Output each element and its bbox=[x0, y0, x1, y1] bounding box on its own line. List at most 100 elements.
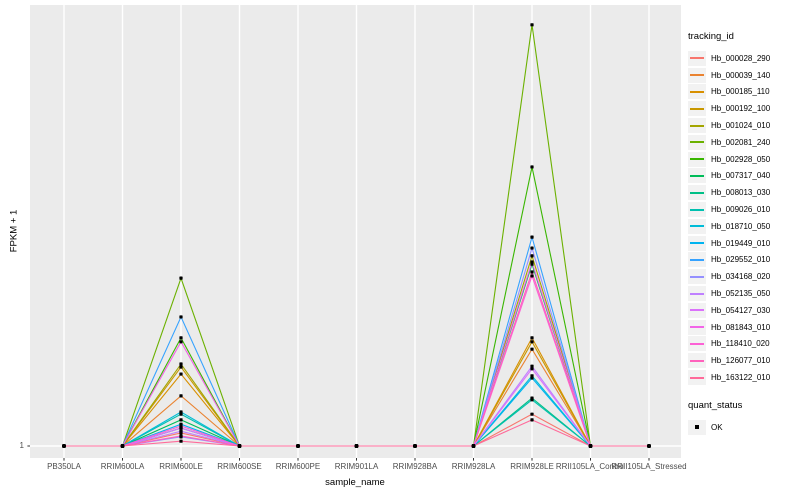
legend-item: Hb_001024_010 bbox=[688, 117, 800, 134]
legend-item: Hb_019449_010 bbox=[688, 235, 800, 252]
legend-key bbox=[688, 235, 706, 251]
legend-item-label: Hb_000185_110 bbox=[711, 87, 770, 97]
legend-swatch-line bbox=[690, 309, 704, 312]
data-point bbox=[530, 270, 534, 274]
data-point bbox=[354, 444, 359, 448]
plot-panel bbox=[30, 5, 681, 458]
legend-swatch-line bbox=[690, 141, 704, 144]
data-point bbox=[530, 418, 534, 422]
data-point bbox=[530, 246, 534, 250]
quant-legend-item-label: OK bbox=[711, 422, 723, 432]
legend-key bbox=[688, 50, 706, 66]
legend-swatch-line bbox=[690, 191, 704, 194]
data-point bbox=[530, 274, 534, 278]
legend-swatch-line bbox=[690, 275, 704, 278]
data-point bbox=[530, 336, 534, 340]
data-point bbox=[296, 444, 300, 448]
data-point bbox=[530, 340, 534, 344]
legend-item-label: Hb_018710_050 bbox=[711, 221, 771, 231]
legend-item-label: Hb_001024_010 bbox=[711, 121, 771, 131]
legend-item-label: Hb_126077_010 bbox=[711, 356, 771, 366]
data-point bbox=[179, 439, 183, 443]
legend-item: Hb_000192_100 bbox=[688, 100, 800, 117]
legend-swatch-line bbox=[690, 326, 704, 329]
legend-key bbox=[688, 134, 706, 150]
legend-item-label: Hb_002928_050 bbox=[711, 154, 771, 164]
legend-key bbox=[688, 353, 706, 369]
legend-swatch-line bbox=[690, 292, 704, 295]
legend-item: Hb_000039_140 bbox=[688, 67, 800, 84]
legend-item: Hb_000028_290 bbox=[688, 50, 800, 67]
legend-key bbox=[688, 218, 706, 234]
quant-legend-item: OK bbox=[688, 419, 800, 436]
legend-swatch-line bbox=[690, 242, 704, 245]
data-point bbox=[530, 412, 534, 416]
legend-item: Hb_000185_110 bbox=[688, 84, 800, 101]
data-point bbox=[179, 434, 183, 438]
data-point bbox=[530, 347, 534, 351]
legend-item-label: Hb_029552_010 bbox=[711, 255, 771, 265]
legend-swatch-line bbox=[690, 359, 704, 362]
quant-legend-items: OK bbox=[688, 419, 800, 436]
x-tick-label: RRIM600LA bbox=[100, 462, 145, 471]
legend-item: Hb_029552_010 bbox=[688, 252, 800, 269]
data-point bbox=[413, 444, 417, 448]
legend-item-label: Hb_034168_020 bbox=[711, 272, 771, 282]
x-tick-label: RRII105LA_Control bbox=[555, 462, 626, 471]
y-tick-label: 1 bbox=[19, 441, 24, 450]
data-point bbox=[530, 23, 534, 27]
legend-item-label: Hb_008013_030 bbox=[711, 188, 771, 198]
data-point bbox=[530, 376, 534, 380]
legend-item-label: Hb_000039_140 bbox=[711, 70, 771, 80]
legend-key bbox=[688, 252, 706, 268]
legend-swatch-line bbox=[690, 174, 704, 177]
data-point bbox=[530, 364, 534, 368]
legend-item-label: Hb_054127_030 bbox=[711, 305, 771, 315]
data-point bbox=[179, 424, 183, 428]
data-point bbox=[647, 444, 651, 448]
data-point bbox=[530, 235, 534, 239]
data-point bbox=[179, 336, 183, 340]
legend-item-label: Hb_163122_010 bbox=[711, 373, 771, 383]
x-tick-label: RRIM928LA bbox=[451, 462, 496, 471]
legend-swatch-line bbox=[690, 107, 704, 110]
legend-swatch-line bbox=[690, 124, 704, 127]
data-point bbox=[179, 362, 183, 366]
legend-swatch-line bbox=[690, 57, 704, 60]
legend-item-label: Hb_007317_040 bbox=[711, 171, 771, 181]
x-tick-label: PB350LA bbox=[47, 462, 81, 471]
legend-key bbox=[688, 336, 706, 352]
data-point bbox=[179, 365, 183, 369]
data-point bbox=[120, 444, 125, 448]
legend-key bbox=[688, 84, 706, 100]
legend-item: Hb_052135_050 bbox=[688, 285, 800, 302]
legend-item-label: Hb_002081_240 bbox=[711, 137, 771, 147]
data-point bbox=[179, 276, 183, 280]
data-point bbox=[179, 372, 183, 376]
data-point bbox=[179, 315, 183, 319]
tracking-legend-items: Hb_000028_290 Hb_000039_140 Hb_000185_110 H… bbox=[688, 50, 800, 386]
legend-item-label: Hb_118410_020 bbox=[711, 339, 770, 349]
data-point bbox=[530, 165, 534, 169]
x-tick-label: RRIM901LA bbox=[334, 462, 379, 471]
legend-item-label: Hb_000192_100 bbox=[711, 104, 771, 114]
legend-key bbox=[688, 151, 706, 167]
legend-title-tracking: tracking_id bbox=[688, 31, 734, 42]
data-point bbox=[530, 260, 534, 264]
legend-key bbox=[688, 370, 706, 386]
legend-swatch-line bbox=[690, 258, 704, 261]
data-point bbox=[62, 444, 66, 448]
legend-item: Hb_118410_020 bbox=[688, 336, 800, 353]
data-point bbox=[179, 394, 183, 398]
legend-key bbox=[688, 319, 706, 335]
legend-item-label: Hb_009026_010 bbox=[711, 205, 771, 215]
legend-swatch-line bbox=[690, 208, 704, 211]
legend-key bbox=[688, 269, 706, 285]
data-point bbox=[471, 444, 476, 448]
legend-item: Hb_008013_030 bbox=[688, 184, 800, 201]
legend: tracking_id Hb_000028_290 Hb_000039_140 Hb… bbox=[688, 31, 800, 436]
legend-swatch-line bbox=[690, 225, 704, 228]
data-point bbox=[179, 418, 183, 422]
legend-swatch-line bbox=[690, 342, 704, 345]
